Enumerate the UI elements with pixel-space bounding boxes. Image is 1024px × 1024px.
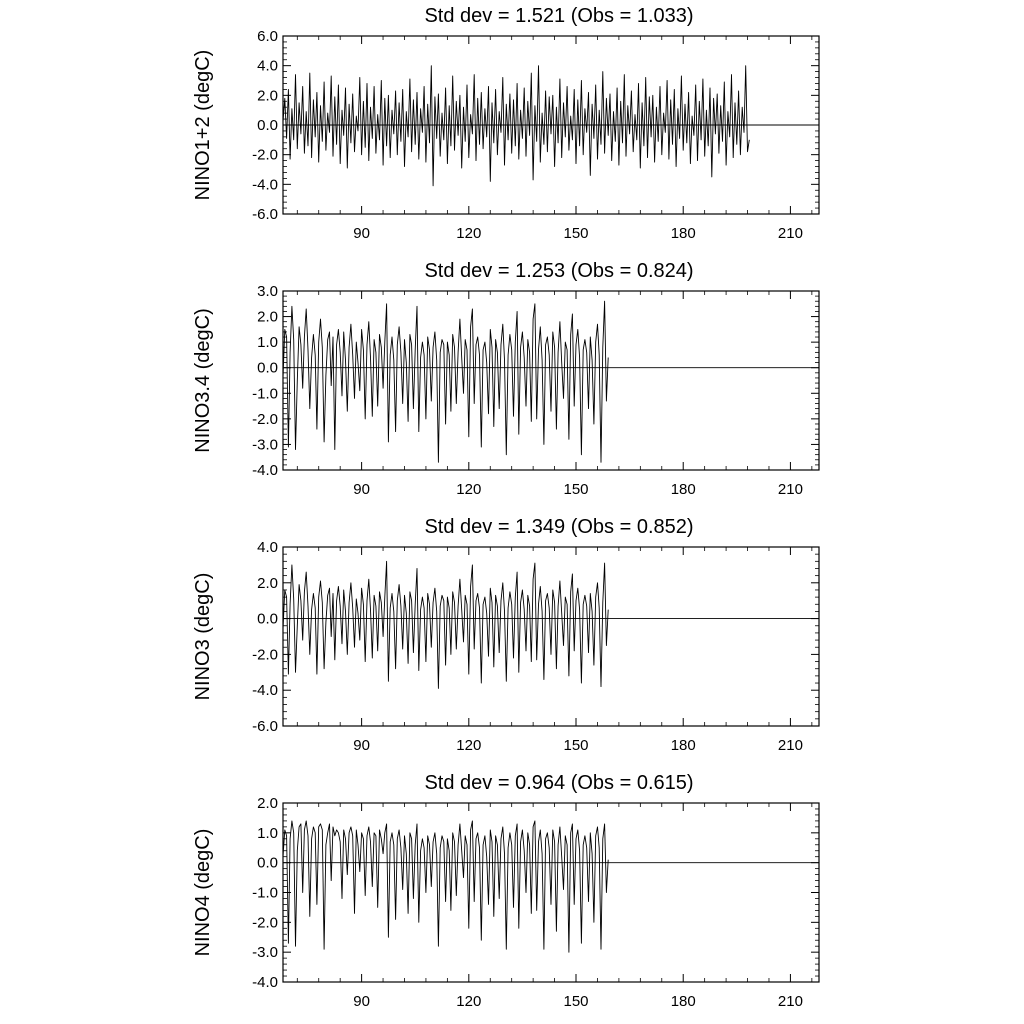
y-tick-label: 3.0 xyxy=(257,283,278,300)
chart-title: Std dev = 1.253 (Obs = 0.824) xyxy=(424,260,693,282)
y-tick-label: 4.0 xyxy=(257,58,278,75)
chart-panel-2: Std dev = 1.253 (Obs = 0.824) NINO3.4 (de… xyxy=(192,260,820,498)
y-tick-label: -4.0 xyxy=(252,176,278,193)
y-tick-label: -2.0 xyxy=(252,914,278,931)
chart-title: Std dev = 1.521 (Obs = 1.033) xyxy=(424,5,693,27)
series-line xyxy=(282,300,609,463)
series-line xyxy=(282,65,750,187)
y-tick-label: 2.0 xyxy=(257,309,278,326)
chart-title: Std dev = 1.349 (Obs = 0.852) xyxy=(424,516,693,538)
x-tick-label: 180 xyxy=(671,737,696,754)
y-tick-label: -3.0 xyxy=(252,436,278,453)
y-tick-label: -4.0 xyxy=(252,682,278,699)
y-tick-label: 2.0 xyxy=(257,575,278,592)
y-tick-label: -6.0 xyxy=(252,206,278,223)
x-tick-label: 210 xyxy=(778,225,803,242)
y-tick-label: 6.0 xyxy=(257,28,278,45)
x-tick-label: 120 xyxy=(456,225,481,242)
y-tick-label: 0.0 xyxy=(257,855,278,872)
x-tick-label: 210 xyxy=(778,737,803,754)
y-tick-label: 2.0 xyxy=(257,795,278,812)
y-tick-label: -1.0 xyxy=(252,385,278,402)
y-axis-label: NINO1+2 (degC) xyxy=(192,50,214,201)
x-tick-label: 90 xyxy=(353,225,370,242)
x-tick-label: 90 xyxy=(353,481,370,498)
x-tick-label: 120 xyxy=(456,481,481,498)
x-tick-label: 150 xyxy=(563,993,588,1010)
x-tick-label: 90 xyxy=(353,737,370,754)
y-tick-label: 1.0 xyxy=(257,334,278,351)
y-tick-label: -2.0 xyxy=(252,646,278,663)
y-tick-label: -4.0 xyxy=(252,974,278,991)
y-axis-label: NINO3.4 (degC) xyxy=(192,308,214,453)
y-tick-label: 4.0 xyxy=(257,539,278,556)
x-tick-label: 210 xyxy=(778,993,803,1010)
x-tick-label: 210 xyxy=(778,481,803,498)
x-tick-label: 150 xyxy=(563,225,588,242)
chart-panel-3: Std dev = 1.349 (Obs = 0.852) NINO3 (degC… xyxy=(192,516,820,754)
y-tick-label: -2.0 xyxy=(252,411,278,428)
y-tick-label: -1.0 xyxy=(252,885,278,902)
x-tick-label: 150 xyxy=(563,737,588,754)
y-tick-label: 0.0 xyxy=(257,611,278,628)
chart-panel-1: Std dev = 1.521 (Obs = 1.033) NINO1+2 (de… xyxy=(192,5,820,242)
x-tick-label: 150 xyxy=(563,481,588,498)
y-tick-label: 1.0 xyxy=(257,825,278,842)
x-tick-label: 120 xyxy=(456,993,481,1010)
chart-title: Std dev = 0.964 (Obs = 0.615) xyxy=(424,772,693,794)
y-axis-label: NINO4 (degC) xyxy=(192,829,214,957)
y-tick-label: 0.0 xyxy=(257,360,278,377)
x-tick-label: 90 xyxy=(353,993,370,1010)
x-tick-label: 180 xyxy=(671,993,696,1010)
y-axis-label: NINO3 (degC) xyxy=(192,573,214,701)
series-line xyxy=(282,560,609,689)
chart-panel-4: Std dev = 0.964 (Obs = 0.615) NINO4 (degC… xyxy=(192,772,820,1010)
y-tick-label: -4.0 xyxy=(252,462,278,479)
plot-frame xyxy=(282,290,820,471)
y-tick-label: -2.0 xyxy=(252,147,278,164)
x-tick-label: 120 xyxy=(456,737,481,754)
series-line xyxy=(282,820,609,953)
y-tick-label: -3.0 xyxy=(252,944,278,961)
y-tick-label: -6.0 xyxy=(252,718,278,735)
x-tick-label: 180 xyxy=(671,225,696,242)
y-tick-label: 2.0 xyxy=(257,87,278,104)
y-tick-label: 0.0 xyxy=(257,117,278,134)
x-tick-label: 180 xyxy=(671,481,696,498)
plot-frame xyxy=(282,546,820,727)
